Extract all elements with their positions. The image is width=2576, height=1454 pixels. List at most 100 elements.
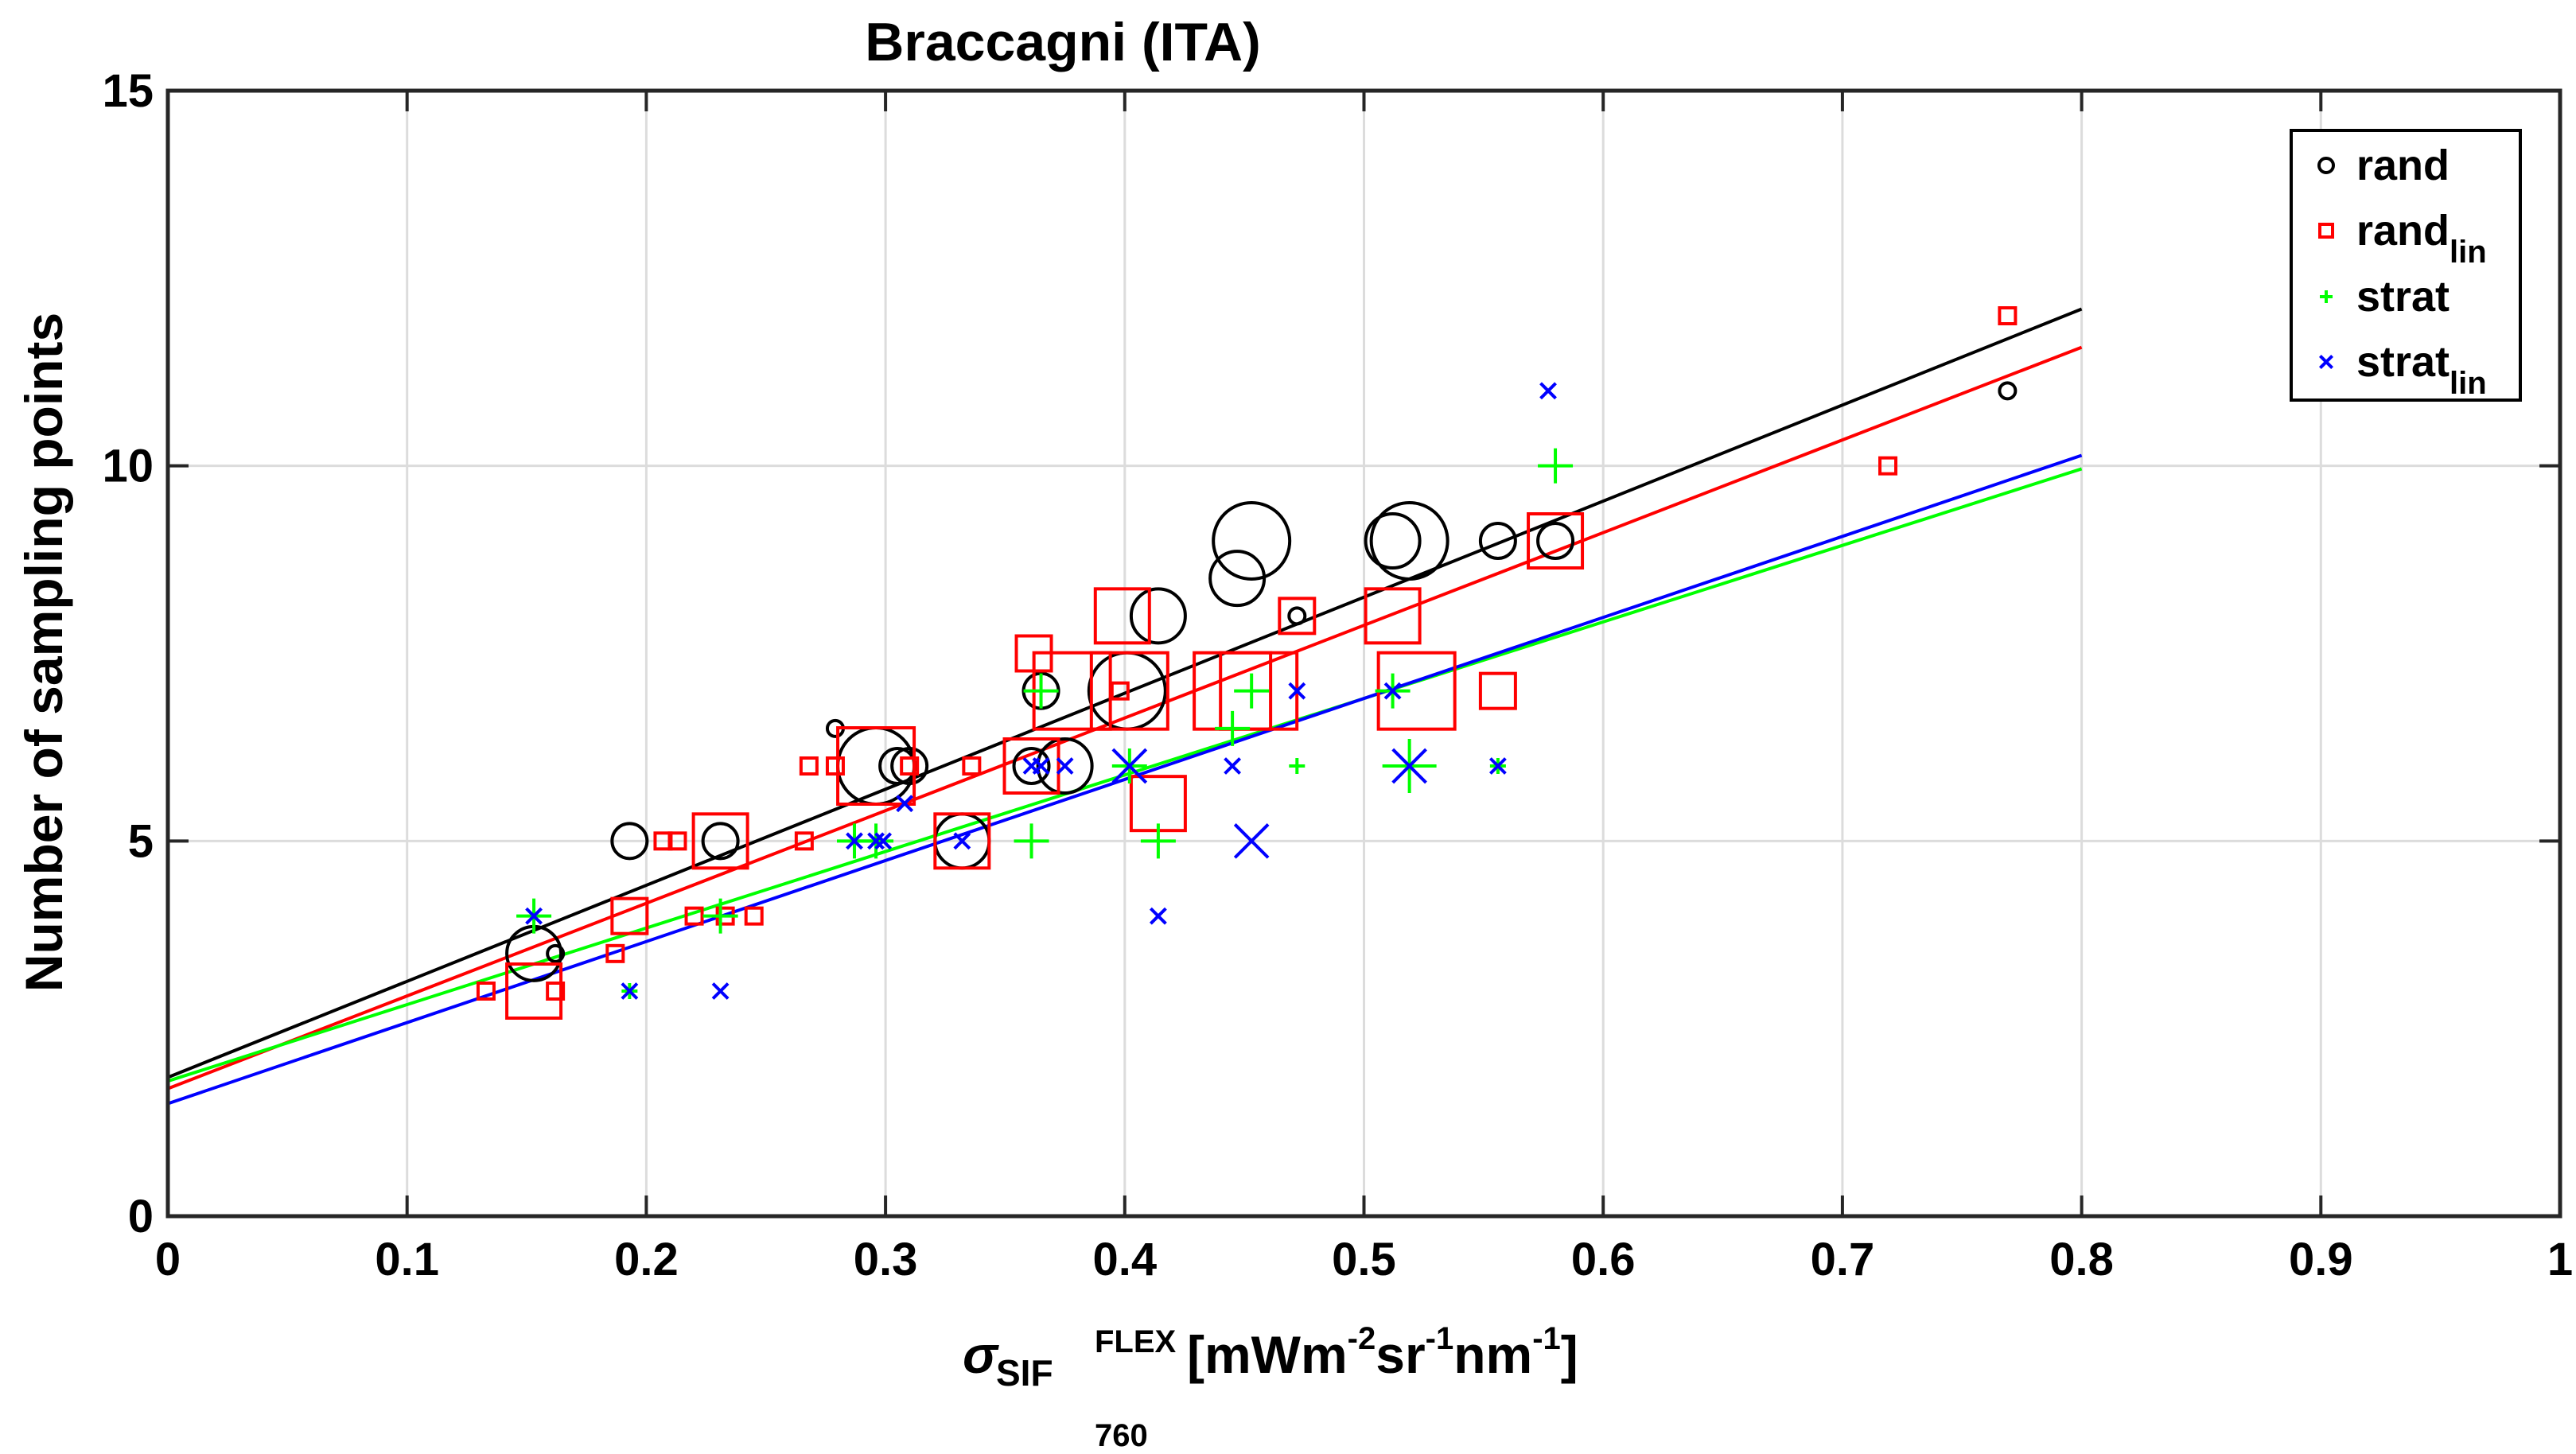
point-strat-lin <box>1233 823 1270 859</box>
x-label-exp3: -1 <box>1532 1321 1561 1356</box>
x-label-exp2: -1 <box>1426 1321 1454 1356</box>
point-rand-lin <box>667 831 687 851</box>
point-rand-lin <box>684 906 704 926</box>
legend-label-strat: strat <box>2356 273 2450 321</box>
legend-label-strat-lin: stratlin <box>2356 338 2487 401</box>
point-rand-lin <box>900 756 920 776</box>
x-label-nm: nm <box>1453 1325 1532 1384</box>
point-rand-lin <box>546 982 566 1001</box>
plot-area <box>167 306 2083 1106</box>
x-tick-label: 0.1 <box>375 1234 439 1285</box>
point-rand-lin <box>744 906 764 926</box>
x-tick-label: 0.6 <box>1571 1234 1636 1285</box>
point-strat-lin <box>846 832 863 850</box>
x-label-sigma: σ <box>963 1325 999 1384</box>
point-strat <box>1215 710 1251 746</box>
point-rand-lin <box>691 812 749 870</box>
point-strat-lin <box>621 982 639 1000</box>
point-rand-lin <box>1364 587 1422 645</box>
legend-marker-strat-lin <box>2318 354 2334 370</box>
point-rand <box>1036 737 1094 795</box>
y-tick-label: 0 <box>128 1191 154 1242</box>
x-tick-label: 0.5 <box>1332 1234 1396 1285</box>
point-strat-lin <box>953 832 971 850</box>
point-rand-lin <box>1089 651 1169 731</box>
x-tick-label: 1 <box>2547 1234 2573 1285</box>
point-strat <box>1140 823 1176 859</box>
point-strat <box>1538 448 1574 484</box>
fit-line-rand <box>167 307 2083 1079</box>
point-rand-lin <box>1278 597 1317 636</box>
point-strat-lin <box>896 795 914 813</box>
x-label-sr: sr <box>1376 1325 1425 1384</box>
point-rand-lin <box>933 812 991 870</box>
point-rand-lin <box>836 726 916 806</box>
legend-marker-strat <box>2320 290 2333 303</box>
point-rand <box>1998 381 2018 401</box>
point-strat <box>1023 673 1059 709</box>
point-strat-lin <box>867 832 885 850</box>
x-tick-label: 0.9 <box>2289 1234 2353 1285</box>
point-rand <box>1012 747 1051 785</box>
point-strat-lin <box>1056 757 1074 775</box>
point-rand <box>546 943 566 963</box>
point-strat-lin <box>1111 748 1148 784</box>
x-label-sif: SIF <box>996 1352 1053 1394</box>
point-rand-lin <box>1527 512 1585 570</box>
x-tick-label: 0.3 <box>854 1234 918 1285</box>
x-label-sup: FLEX <box>1095 1324 1177 1359</box>
point-rand-lin <box>1110 681 1130 701</box>
point-rand <box>1212 501 1292 581</box>
point-rand-lin <box>825 756 845 776</box>
fit-line-rand-lin <box>167 345 2083 1090</box>
x-axis-ticks: 0 0.1 0.2 0.3 0.4 0.5 0.6 0.7 0.8 0.9 1 <box>155 91 2573 1285</box>
point-strat-lin <box>711 982 730 1000</box>
point-rand <box>1287 606 1307 626</box>
data-points <box>476 306 2018 1020</box>
x-tick-label: 0.4 <box>1092 1234 1157 1285</box>
legend-box <box>2290 129 2522 402</box>
point-rand-lin <box>799 756 819 776</box>
x-label-unit-open: [mWm <box>1187 1325 1348 1384</box>
point-rand-lin <box>605 943 625 963</box>
x-label-sub: 760 <box>1095 1418 1148 1453</box>
point-strat-lin <box>1288 682 1306 700</box>
point-rand <box>1369 501 1449 581</box>
point-strat <box>1014 823 1049 859</box>
point-rand-lin <box>505 962 563 1020</box>
point-rand-lin <box>1478 671 1517 710</box>
point-rand <box>610 822 649 861</box>
point-strat-lin <box>1383 682 1402 700</box>
fit-lines <box>167 307 2083 1106</box>
point-strat-lin <box>1539 382 1557 400</box>
y-axis-ticks: 0 5 10 15 <box>102 65 2560 1242</box>
fit-line-strat-lin <box>167 453 2083 1106</box>
point-strat-lin <box>525 907 543 925</box>
x-label-units: [mWm-2sr-1nm-1] <box>1187 1321 1578 1384</box>
x-label-exp1: -2 <box>1348 1321 1376 1356</box>
y-tick-label: 5 <box>128 815 154 867</box>
y-tick-label: 15 <box>102 65 154 117</box>
point-rand-lin <box>962 756 982 776</box>
legend-marker-rand <box>2317 157 2335 174</box>
grid <box>168 91 2560 1216</box>
x-tick-label: 0.8 <box>2049 1234 2114 1285</box>
chart-title: Braccagni (ITA) <box>865 12 1260 72</box>
x-tick-label: 0.7 <box>1811 1234 1875 1285</box>
point-strat-lin <box>1391 748 1427 784</box>
fit-line-strat <box>167 467 2083 1083</box>
point-rand <box>1364 512 1422 570</box>
point-strat-lin <box>1488 757 1507 775</box>
y-tick-label: 10 <box>102 441 154 492</box>
point-rand-lin <box>610 896 649 935</box>
point-strat-lin <box>1224 757 1242 775</box>
point-strat <box>1289 758 1306 774</box>
point-rand <box>1129 587 1187 645</box>
point-rand <box>1536 522 1575 560</box>
point-strat-lin <box>1149 907 1167 925</box>
point-strat-lin <box>1032 757 1050 775</box>
point-rand <box>890 747 929 785</box>
x-label-unit-close: ] <box>1561 1325 1578 1384</box>
